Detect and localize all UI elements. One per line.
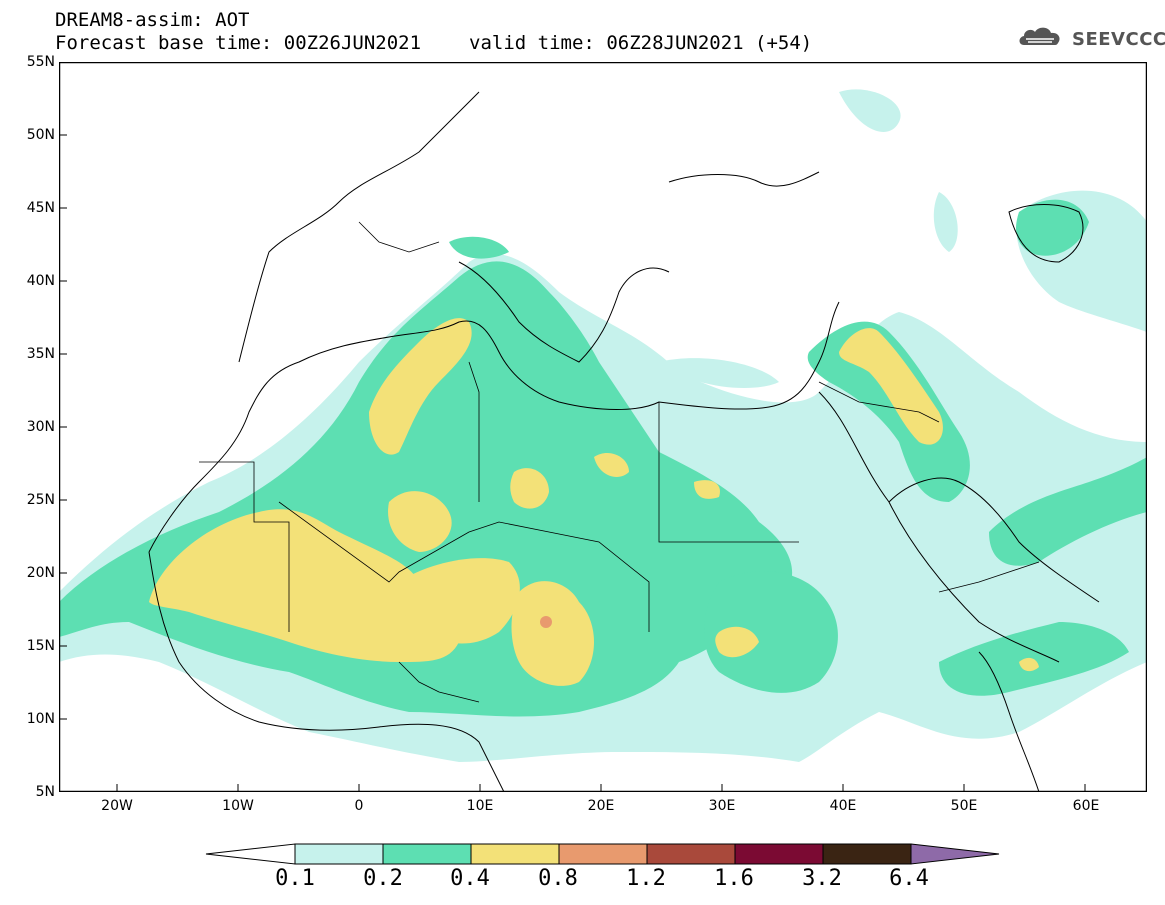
- colorbar-segment-6: [822, 843, 912, 865]
- colorbar-label-0-4: 0.4: [450, 866, 490, 891]
- lon-label-60e: 60E: [1072, 798, 1100, 814]
- base-time: Forecast base time: 00Z26JUN2021: [55, 32, 422, 54]
- lon-label-50e: 50E: [950, 798, 978, 814]
- lon-label-30e: 30E: [708, 798, 736, 814]
- lat-label-35n: 35N: [26, 346, 55, 362]
- country-borders: [199, 221, 1040, 703]
- lat-label-10n: 10N: [26, 711, 55, 727]
- colorbar-segment-2: [470, 843, 560, 865]
- logo-text: SEEVCCC: [1072, 28, 1165, 50]
- colorbar-segment-4: [646, 843, 736, 865]
- colorbar-label-6-4: 6.4: [889, 866, 929, 891]
- colorbar-segment-3: [558, 843, 648, 865]
- lat-label-5n: 5N: [35, 784, 55, 800]
- lat-label-50n: 50N: [26, 127, 55, 143]
- colorbar-label-1-2: 1.2: [626, 866, 666, 891]
- colorbar-segment-5: [734, 843, 824, 865]
- lat-label-55n: 55N: [26, 54, 55, 70]
- seevccc-logo: SEEVCCC: [1016, 25, 1165, 53]
- aot-contour-0-8: [540, 616, 552, 628]
- lon-label-10w: 10W: [222, 798, 254, 814]
- lon-label-10e: 10E: [466, 798, 494, 814]
- lat-label-30n: 30N: [26, 419, 55, 435]
- colorbar-label-1-6: 1.6: [714, 866, 754, 891]
- colorbar-label-0-2: 0.2: [363, 866, 403, 891]
- cloud-logo-icon: [1016, 23, 1068, 55]
- lat-label-45n: 45N: [26, 200, 55, 216]
- lat-label-40n: 40N: [26, 273, 55, 289]
- aot-contour-0-4: [149, 318, 1039, 686]
- lat-label-15n: 15N: [26, 638, 55, 654]
- colorbar-label-0-8: 0.8: [538, 866, 578, 891]
- lat-label-20n: 20N: [26, 565, 55, 581]
- colorbar-label-3-2: 3.2: [802, 866, 842, 891]
- lon-label-20w: 20W: [101, 798, 133, 814]
- colorbar-over-arrow: [910, 843, 1000, 865]
- aot-map: [59, 62, 1147, 792]
- lon-label-20e: 20E: [587, 798, 615, 814]
- valid-time: valid time: 06Z28JUN2021 (+54): [469, 32, 813, 54]
- chart-title: DREAM8-assim: AOT: [55, 9, 250, 31]
- time-info: Forecast base time: 00Z26JUN2021 valid ti…: [55, 32, 812, 54]
- coastlines: [148, 91, 1100, 792]
- colorbar: [205, 839, 1000, 871]
- colorbar-label-0-1: 0.1: [275, 866, 315, 891]
- colorbar-segment-1: [382, 843, 472, 865]
- colorbar-segment-0: [294, 843, 384, 865]
- lon-label-40e: 40E: [829, 798, 857, 814]
- lon-label-0: 0: [354, 798, 364, 814]
- graticule-ticks: [59, 62, 1086, 792]
- colorbar-under-arrow: [205, 843, 296, 865]
- lat-label-25n: 25N: [26, 492, 55, 508]
